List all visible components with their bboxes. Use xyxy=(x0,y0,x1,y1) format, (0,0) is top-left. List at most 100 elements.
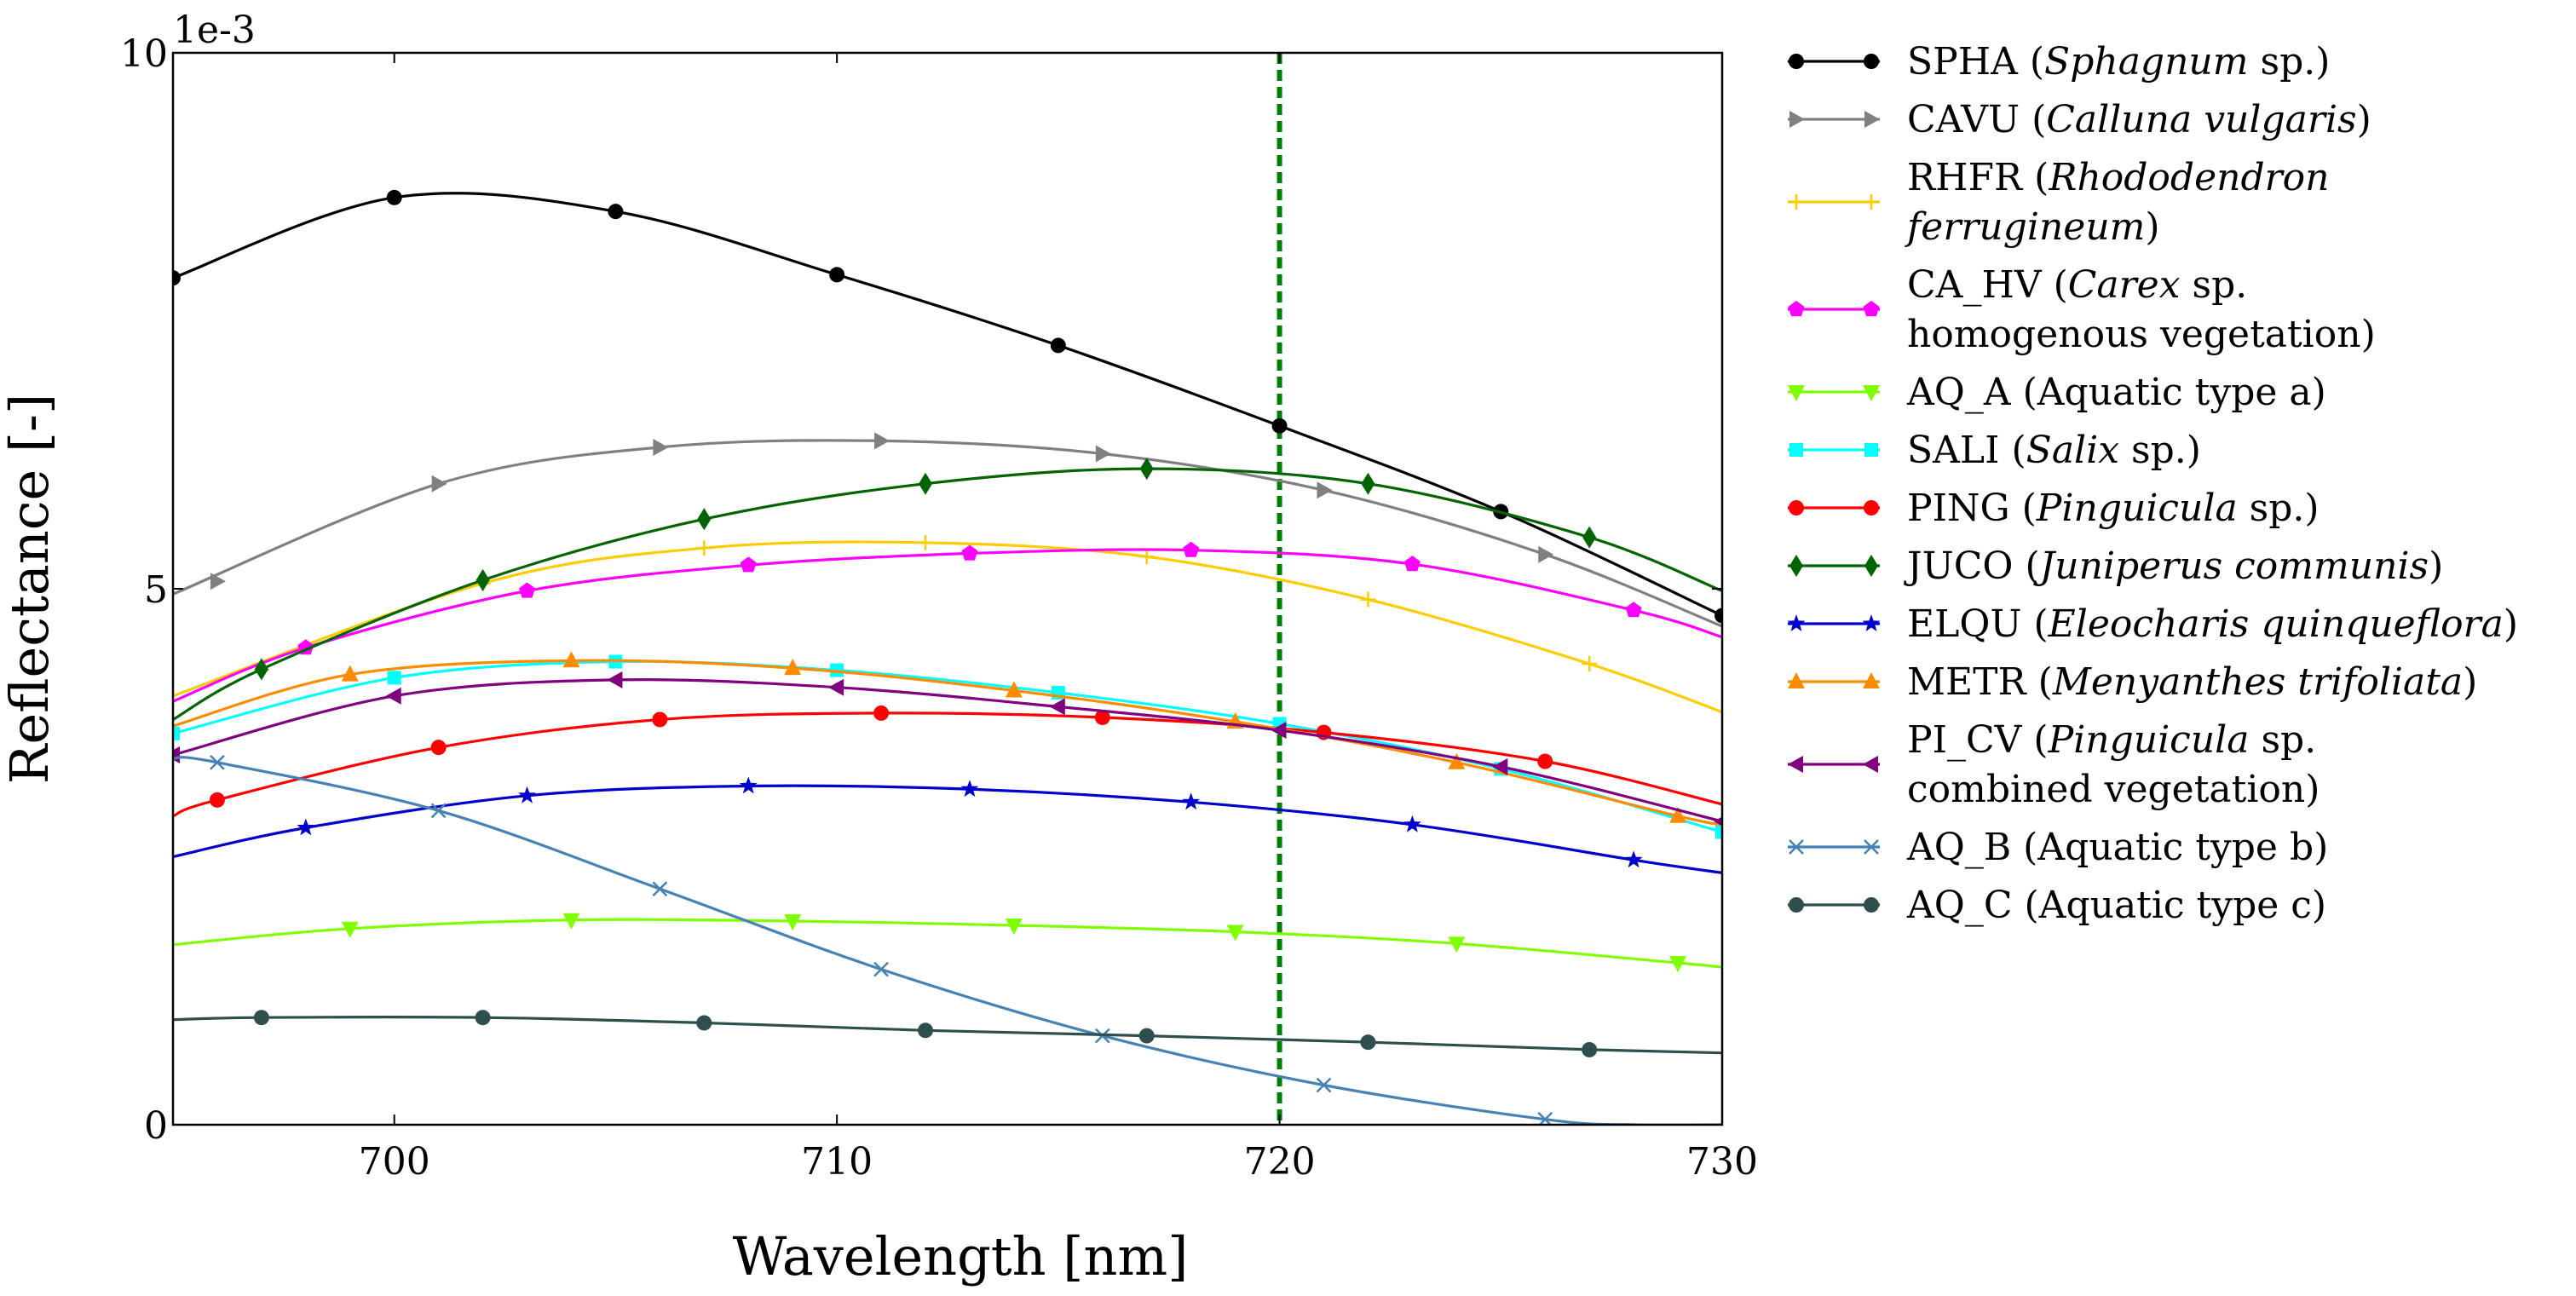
data-point xyxy=(1360,1034,1376,1051)
legend-label: homogenous vegetation) xyxy=(1907,313,2376,356)
data-point xyxy=(740,556,757,573)
series-cavu xyxy=(173,432,1722,628)
data-point xyxy=(1714,816,1722,827)
data-point xyxy=(1448,752,1466,769)
data-point xyxy=(1669,956,1687,973)
legend-marker xyxy=(1789,194,1804,210)
legend-label: PING (Pinguicula sp.) xyxy=(1907,487,2320,530)
series-line xyxy=(173,678,1722,823)
legend-marker xyxy=(1864,500,1879,516)
data-point xyxy=(341,921,359,938)
legend-marker xyxy=(1862,614,1881,631)
data-point xyxy=(519,582,536,598)
data-point xyxy=(1582,526,1597,549)
legend-marker xyxy=(1864,897,1879,913)
data-point xyxy=(652,881,668,897)
series-juco xyxy=(173,458,1722,721)
data-point xyxy=(1226,924,1244,942)
legend-entry-juco: JUCO (Juniperus communis) xyxy=(1788,544,2443,588)
legend-marker xyxy=(1864,839,1879,855)
data-point xyxy=(607,671,623,688)
data-point xyxy=(1049,698,1065,716)
series-line xyxy=(173,660,1722,834)
legend-marker xyxy=(1788,385,1805,401)
legend-entry-ca-hv: CA_HV (Carex sp. homogenous vegetation) xyxy=(1788,263,2376,356)
data-point xyxy=(653,438,669,456)
data-point xyxy=(475,1010,491,1026)
x-tick-label: 710 xyxy=(801,1140,873,1184)
series-aq-c xyxy=(173,1010,1722,1057)
series-spha xyxy=(173,189,1722,624)
series-pi-cv xyxy=(173,671,1722,827)
series-elqu xyxy=(173,776,1722,874)
legend-entry-cavu: CAVU (Calluna vulgaris) xyxy=(1788,98,2371,141)
legend-marker xyxy=(1788,756,1803,773)
data-point xyxy=(1448,936,1466,953)
data-point xyxy=(1537,753,1553,769)
y-tick-label: 0 xyxy=(144,1104,168,1148)
data-point xyxy=(1182,792,1201,810)
data-point xyxy=(1624,850,1643,868)
legend-label: AQ_C (Aquatic type c) xyxy=(1906,884,2326,927)
data-point xyxy=(431,475,447,492)
data-point xyxy=(430,803,447,819)
legend-marker xyxy=(1863,672,1880,688)
series-line xyxy=(173,711,1722,818)
legend-marker xyxy=(1863,756,1878,773)
data-point xyxy=(1050,337,1066,354)
data-point xyxy=(1715,825,1722,839)
data-point xyxy=(1361,472,1375,495)
legend-label: SALI (Salix sp.) xyxy=(1907,429,2201,472)
legend-label: RHFR (Rhododendron xyxy=(1907,156,2330,199)
legend-marker xyxy=(1789,839,1804,855)
y-axis-title: Reflectance [-] xyxy=(0,394,61,784)
series-aq-b xyxy=(173,754,1722,1125)
data-point xyxy=(1582,1041,1598,1057)
legend-marker xyxy=(1864,555,1878,577)
data-point xyxy=(210,573,226,590)
data-point xyxy=(608,204,624,220)
data-point xyxy=(1403,815,1421,832)
legend-marker xyxy=(1789,897,1804,913)
data-point xyxy=(873,961,889,977)
plot-area xyxy=(173,53,1722,1125)
y-tick-label: 10 xyxy=(120,32,168,76)
data-point xyxy=(829,267,845,283)
data-point xyxy=(386,189,402,205)
data-point xyxy=(1316,1077,1332,1093)
data-point xyxy=(1005,919,1023,936)
legend-marker xyxy=(1863,385,1880,401)
legend-label: AQ_B (Aquatic type b) xyxy=(1906,826,2328,869)
legend-marker xyxy=(1864,111,1880,128)
data-point xyxy=(739,776,758,794)
data-point xyxy=(1005,681,1023,698)
data-point xyxy=(1271,418,1288,434)
data-point xyxy=(696,540,712,556)
data-point xyxy=(297,818,315,836)
data-point xyxy=(1714,608,1722,624)
series-line xyxy=(173,548,1722,703)
data-point xyxy=(961,544,978,561)
data-point xyxy=(1625,602,1642,618)
data-point xyxy=(1094,709,1110,725)
data-point xyxy=(1139,458,1154,481)
legend-label: METR (Menyanthes trifoliata) xyxy=(1907,660,2477,704)
axes-frame xyxy=(171,51,1724,1126)
series-line xyxy=(173,192,1722,617)
series-ping xyxy=(173,705,1722,818)
series-line xyxy=(173,439,1722,628)
legend-label: SPHA (Sphagnum sp.) xyxy=(1907,40,2330,84)
x-axis-title: Wavelength [nm] xyxy=(733,1225,1189,1287)
legend-marker xyxy=(1789,111,1805,128)
legend-label: ferrugineum) xyxy=(1905,205,2160,249)
legend-label: PI_CV (Pinguicula sp. xyxy=(1907,718,2316,762)
legend-entry-aq-c: AQ_C (Aquatic type c) xyxy=(1788,884,2326,927)
series-ca-hv xyxy=(173,541,1722,703)
data-point xyxy=(918,534,934,550)
x-tick-label: 720 xyxy=(1244,1140,1316,1184)
data-point xyxy=(784,659,802,676)
data-point xyxy=(697,508,712,531)
legend-entry-rhfr: RHFR (Rhododendron ferrugineum) xyxy=(1788,156,2330,249)
